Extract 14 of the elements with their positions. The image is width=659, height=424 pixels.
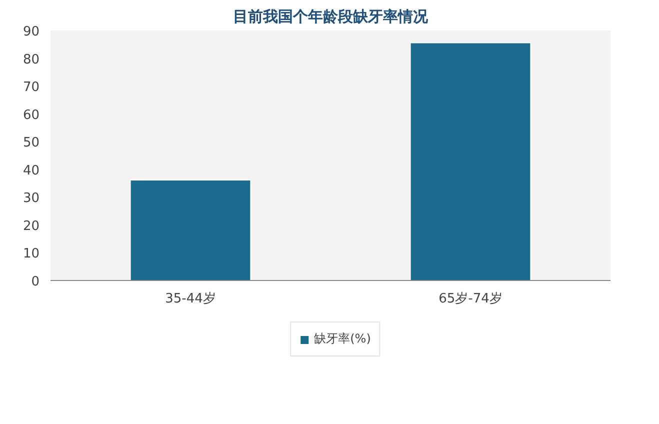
y-tick-label: 50: [22, 136, 40, 151]
x-tick-label: 65岁-74岁: [438, 292, 502, 306]
y-tick-label: 70: [22, 80, 40, 96]
y-tick-label: 10: [22, 246, 40, 262]
y-tick-label: 80: [22, 52, 40, 68]
y-tick-label: 40: [22, 163, 40, 178]
y-tick-label: 60: [22, 108, 40, 123]
y-tick-label: 30: [22, 191, 40, 206]
chart-title: 目前我国个年龄段缺牙率情况: [233, 8, 429, 26]
y-tick-label: 90: [22, 24, 40, 40]
y-tick-label: 0: [31, 274, 40, 290]
legend-label: 缺牙率(%): [314, 330, 371, 348]
x-tick-label: 35-44岁: [165, 292, 216, 306]
y-tick-label: 20: [22, 218, 40, 234]
